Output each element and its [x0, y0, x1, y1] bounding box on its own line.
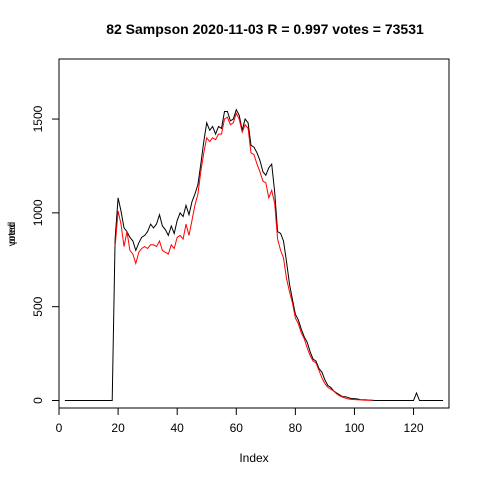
x-tick-label: 20 — [111, 421, 125, 435]
y-tick-label: 0 — [31, 397, 45, 404]
pred-series-line — [114, 112, 373, 401]
x-tick-label: 0 — [56, 421, 63, 435]
y-axis-label-voted: voted — [7, 222, 18, 246]
chart-title: 82 Sampson 2020-11-03 R = 0.997 votes = … — [106, 21, 424, 37]
x-tick-label: 100 — [344, 421, 364, 435]
x-tick-label: 80 — [289, 421, 303, 435]
voted-series-line — [64, 108, 444, 401]
y-axis-label: voted pred — [7, 222, 18, 246]
plot-frame — [58, 58, 450, 409]
y-tick-label: 1000 — [31, 199, 45, 226]
x-tick-label: 60 — [230, 421, 244, 435]
x-axis: 0 20 40 60 80 100 120 — [56, 408, 424, 435]
y-tick-label: 500 — [31, 296, 45, 316]
y-axis: 0 500 1000 1500 — [31, 105, 59, 404]
x-tick-label: 40 — [171, 421, 185, 435]
x-axis-label: Index — [239, 451, 268, 465]
x-tick-label: 120 — [404, 421, 424, 435]
y-tick-label: 1500 — [31, 105, 45, 132]
y-axis-label-pred: pred — [7, 224, 18, 244]
